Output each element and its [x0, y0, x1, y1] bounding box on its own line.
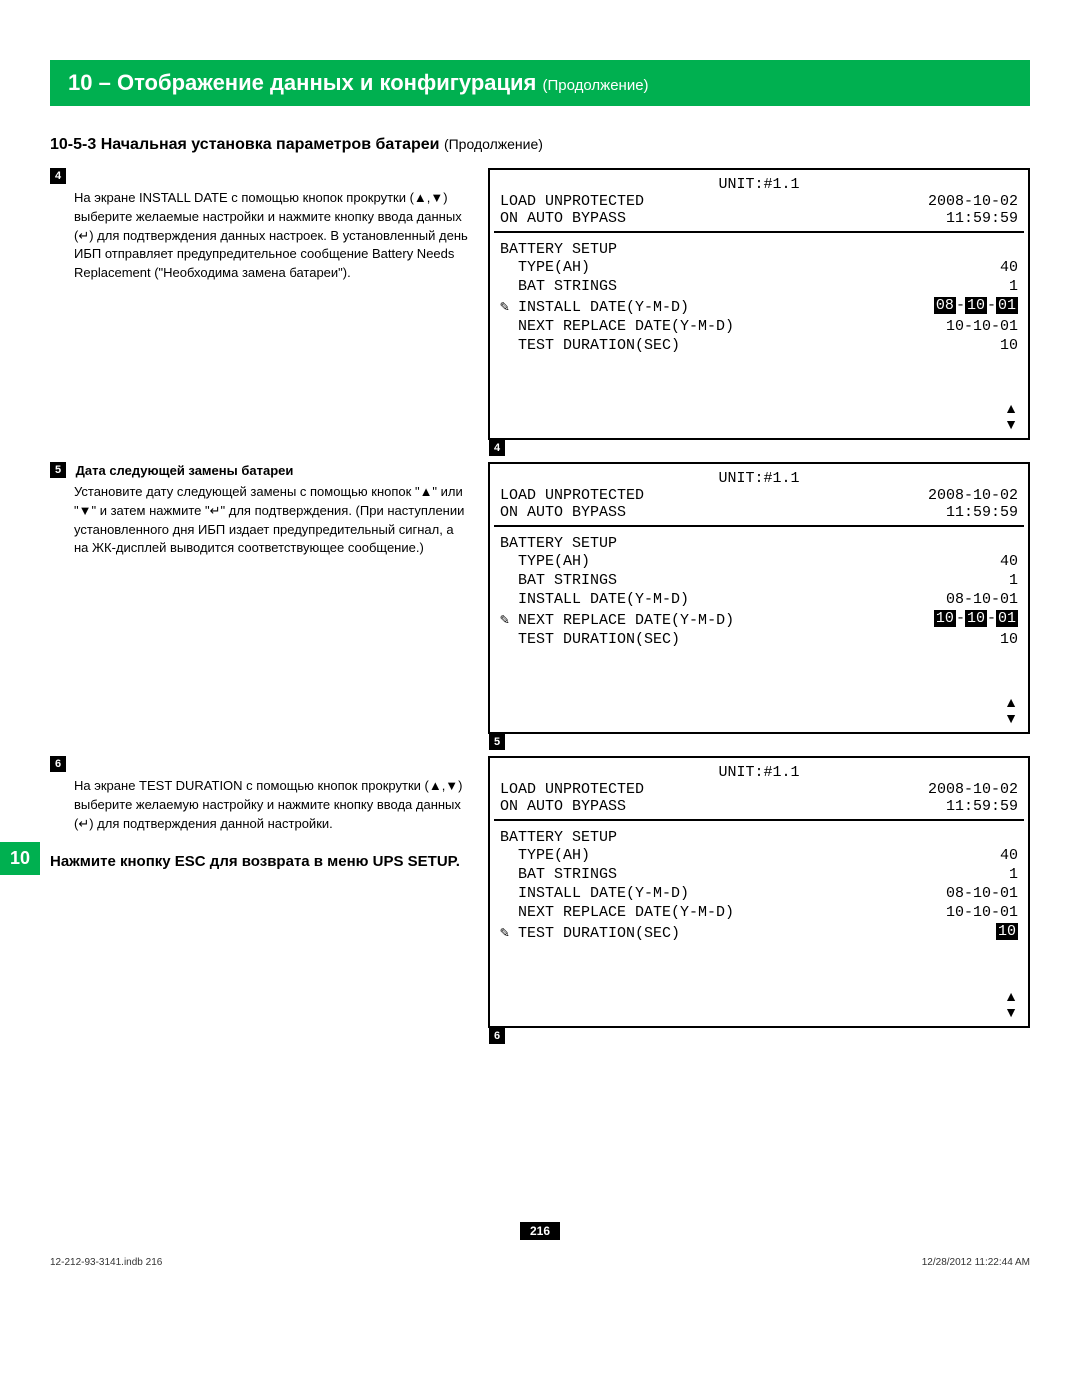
lcd-strings-val: 1 [1009, 866, 1018, 883]
step-6-row: 6 На экране TEST DURATION с помощью кноп… [50, 756, 1030, 1028]
lcd-type-val: 40 [1000, 259, 1018, 276]
lcd-test-val: 10 [996, 923, 1018, 942]
scroll-arrows-icon: ▲▼ [1004, 988, 1018, 1020]
chapter-continuation: (Продолжение) [543, 77, 649, 94]
step-6-text: 6 На экране TEST DURATION с помощью кноп… [50, 756, 488, 873]
lcd-body: BATTERY SETUP TYPE(AH) 40 BAT STRINGS 1 IN… [494, 527, 1024, 653]
lcd-strings-label: BAT STRINGS [500, 572, 617, 589]
lcd-test-label: ✎ TEST DURATION(SEC) [500, 923, 680, 942]
scroll-arrows-icon: ▲▼ [1004, 400, 1018, 432]
lcd-status-1: LOAD UNPROTECTED [500, 781, 644, 798]
section-continuation: (Продолжение) [444, 136, 543, 152]
lcd-test-val: 10 [1000, 631, 1018, 648]
footer-right: 12/28/2012 11:22:44 AM [922, 1257, 1030, 1268]
side-tab: 10 [0, 842, 40, 875]
lcd-strings-label: BAT STRINGS [500, 866, 617, 883]
lcd-section-title: BATTERY SETUP [500, 241, 1018, 258]
page: 10 – Отображение данных и конфигурация (… [0, 0, 1080, 1280]
step-5-marker: 5 [50, 462, 66, 478]
lcd-type-label: TYPE(AH) [500, 259, 590, 276]
step-4-row: 4 На экране INSTALL DATE с помощью кнопо… [50, 168, 1030, 440]
section-header: 10-5-3 Начальная установка параметров ба… [50, 136, 1030, 154]
lcd-install-val: 08-10-01 [946, 885, 1018, 902]
lcd-install-val: 08-10-01 [934, 297, 1018, 316]
lcd-strings-val: 1 [1009, 278, 1018, 295]
section-title: Начальная установка параметров батареи [101, 136, 440, 153]
lcd-date: 2008-10-02 [928, 193, 1018, 210]
lcd-status-2: ON AUTO BYPASS [500, 504, 626, 521]
lcd-type-label: TYPE(AH) [500, 553, 590, 570]
lcd-panel-5: UNIT:#1.1 LOAD UNPROTECTED 2008-10-02 ON … [488, 462, 1030, 734]
lcd-install-val: 08-10-01 [946, 591, 1018, 608]
lcd-next-label: ✎ NEXT REPLACE DATE(Y-M-D) [500, 610, 734, 629]
lcd-header: UNIT:#1.1 LOAD UNPROTECTED 2008-10-02 ON … [494, 762, 1024, 821]
lcd-test-label: TEST DURATION(SEC) [500, 631, 680, 648]
lcd-test-label: TEST DURATION(SEC) [500, 337, 680, 354]
lcd-time: 11:59:59 [946, 210, 1018, 227]
lcd-tag-6: 6 [489, 1028, 505, 1044]
lcd-panel-4: UNIT:#1.1 LOAD UNPROTECTED 2008-10-02 ON… [488, 168, 1030, 440]
lcd-install-label: ✎ INSTALL DATE(Y-M-D) [500, 297, 689, 316]
step-6-body: На экране TEST DURATION с помощью кнопок… [74, 777, 470, 834]
scroll-arrows-icon: ▲▼ [1004, 694, 1018, 726]
lcd-unit: UNIT:#1.1 [498, 764, 1020, 781]
lcd-test-val: 10 [1000, 337, 1018, 354]
chapter-banner: 10 – Отображение данных и конфигурация (… [50, 60, 1030, 106]
step-5-body: Установите дату следующей замены с помощ… [74, 483, 470, 558]
lcd-unit: UNIT:#1.1 [498, 176, 1020, 193]
section-number: 10-5-3 [50, 136, 96, 153]
lcd-next-val: 10-10-01 [934, 610, 1018, 629]
page-number: 216 [520, 1222, 560, 1240]
lcd-status-2: ON AUTO BYPASS [500, 210, 626, 227]
lcd-time: 11:59:59 [946, 798, 1018, 815]
chapter-title: – Отображение данных и конфигурация [99, 70, 537, 95]
lcd-status-1: LOAD UNPROTECTED [500, 487, 644, 504]
lcd-install-label: INSTALL DATE(Y-M-D) [500, 885, 689, 902]
lcd-next-label: NEXT REPLACE DATE(Y-M-D) [500, 318, 734, 335]
step-4-text: 4 На экране INSTALL DATE с помощью кнопо… [50, 168, 488, 283]
lcd-tag-5: 5 [489, 734, 505, 750]
step-5-row: 5 Дата следующей замены батареи Установи… [50, 462, 1030, 734]
lcd-install-label: INSTALL DATE(Y-M-D) [500, 591, 689, 608]
step-5-title: Дата следующей замены батареи [76, 463, 294, 478]
lcd-body: BATTERY SETUP TYPE(AH) 40 BAT STRINGS 1 IN… [494, 821, 1024, 947]
lcd-body: BATTERY SETUP TYPE(AH) 40 BAT STRINGS 1 ✎ … [494, 233, 1024, 359]
lcd-type-label: TYPE(AH) [500, 847, 590, 864]
lcd-section-title: BATTERY SETUP [500, 829, 1018, 846]
lcd-unit: UNIT:#1.1 [498, 470, 1020, 487]
lcd-next-label: NEXT REPLACE DATE(Y-M-D) [500, 904, 734, 921]
step-4-body: На экране INSTALL DATE с помощью кнопок … [74, 189, 470, 283]
lcd-next-val: 10-10-01 [946, 904, 1018, 921]
lcd-section-title: BATTERY SETUP [500, 535, 1018, 552]
lcd-date: 2008-10-02 [928, 487, 1018, 504]
lcd-type-val: 40 [1000, 553, 1018, 570]
lcd-strings-val: 1 [1009, 572, 1018, 589]
lcd-status-2: ON AUTO BYPASS [500, 798, 626, 815]
footer: 216 [0, 1222, 1080, 1240]
lcd-tag-4: 4 [489, 440, 505, 456]
lcd-panel-5-wrap: UNIT:#1.1 LOAD UNPROTECTED 2008-10-02 ON … [488, 462, 1030, 734]
lcd-strings-label: BAT STRINGS [500, 278, 617, 295]
lcd-panel-6-wrap: UNIT:#1.1 LOAD UNPROTECTED 2008-10-02 ON … [488, 756, 1030, 1028]
lcd-next-val: 10-10-01 [946, 318, 1018, 335]
chapter-number: 10 [68, 70, 92, 95]
lcd-panel-4-wrap: UNIT:#1.1 LOAD UNPROTECTED 2008-10-02 ON… [488, 168, 1030, 440]
lcd-type-val: 40 [1000, 847, 1018, 864]
step-5-text: 5 Дата следующей замены батареи Установи… [50, 462, 488, 558]
footer-left: 12-212-93-3141.indb 216 [50, 1257, 162, 1268]
step-6-marker: 6 [50, 756, 66, 772]
step-4-marker: 4 [50, 168, 66, 184]
lcd-date: 2008-10-02 [928, 781, 1018, 798]
lcd-header: UNIT:#1.1 LOAD UNPROTECTED 2008-10-02 ON … [494, 468, 1024, 527]
lcd-panel-6: UNIT:#1.1 LOAD UNPROTECTED 2008-10-02 ON … [488, 756, 1030, 1028]
lcd-status-1: LOAD UNPROTECTED [500, 193, 644, 210]
lcd-time: 11:59:59 [946, 504, 1018, 521]
lcd-header: UNIT:#1.1 LOAD UNPROTECTED 2008-10-02 ON… [494, 174, 1024, 233]
esc-instruction: Нажмите кнопку ESC для возврата в меню U… [50, 851, 470, 873]
